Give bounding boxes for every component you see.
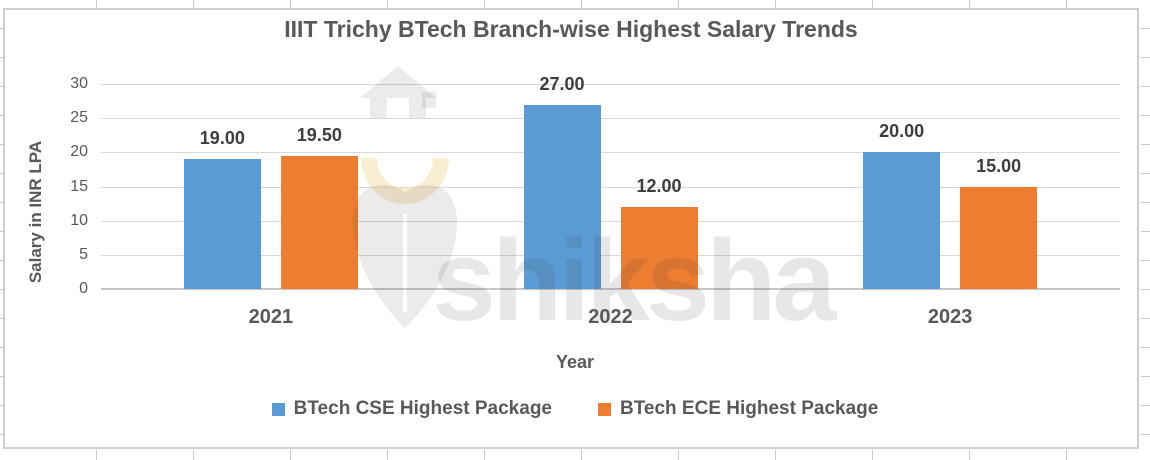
legend-item-cse: BTech CSE Highest Package xyxy=(271,398,552,420)
x-axis-title: Year xyxy=(555,352,595,372)
spreadsheet-row-ticks-left xyxy=(0,0,3,460)
gridline-25 xyxy=(101,118,1120,120)
gridline-15 xyxy=(101,186,1120,188)
gridline-5 xyxy=(101,254,1120,256)
value-label-ece-2023: 15.00 xyxy=(976,155,1022,176)
value-label-ece-2022: 12.00 xyxy=(636,176,682,196)
x-axis-line xyxy=(101,288,1120,290)
spreadsheet-column-ticks-top xyxy=(0,0,1150,8)
spreadsheet-row-ticks-right xyxy=(1141,0,1150,460)
chart-title: IIIT Trichy BTech Branch-wise Highest Sa… xyxy=(284,16,858,42)
bar-cse-2023 xyxy=(863,152,941,289)
y-tick-label-10: 10 xyxy=(70,211,88,229)
value-label-cse-2021: 19.00 xyxy=(199,128,245,149)
legend-item-ece: BTech ECE Highest Package xyxy=(598,398,878,420)
category-label-2022: 2022 xyxy=(588,306,633,328)
legend-label-cse: BTech CSE Highest Package xyxy=(293,398,552,419)
y-tick-label-15: 15 xyxy=(70,177,88,195)
legend-label-ece: BTech ECE Highest Package xyxy=(620,398,879,419)
bar-ece-2022 xyxy=(620,207,698,289)
legend-swatch-ece xyxy=(598,402,611,416)
category-label-2021: 2021 xyxy=(248,306,294,328)
value-label-cse-2022: 27.00 xyxy=(539,73,585,94)
bar-ece-2021 xyxy=(280,155,358,289)
gridline-30 xyxy=(101,84,1120,85)
y-tick-label-25: 25 xyxy=(70,109,88,127)
gridline-10 xyxy=(101,220,1120,222)
y-tick-label-0: 0 xyxy=(79,280,88,297)
category-label-2023: 2023 xyxy=(927,306,973,328)
legend-swatch-cse xyxy=(271,402,285,416)
bar-cse-2022 xyxy=(523,104,601,289)
y-tick-label-30: 30 xyxy=(70,75,88,92)
value-label-ece-2021: 19.50 xyxy=(296,124,342,145)
gridline-20 xyxy=(101,152,1120,154)
y-tick-label-5: 5 xyxy=(79,245,88,263)
bar-cse-2021 xyxy=(183,159,261,289)
spreadsheet-column-ticks-bottom xyxy=(0,450,1150,460)
y-tick-label-20: 20 xyxy=(70,143,88,161)
bar-ece-2023 xyxy=(960,186,1038,289)
legend: BTech CSE Highest Package BTech ECE Highe… xyxy=(0,398,1150,420)
value-label-cse-2023: 20.00 xyxy=(879,121,925,142)
